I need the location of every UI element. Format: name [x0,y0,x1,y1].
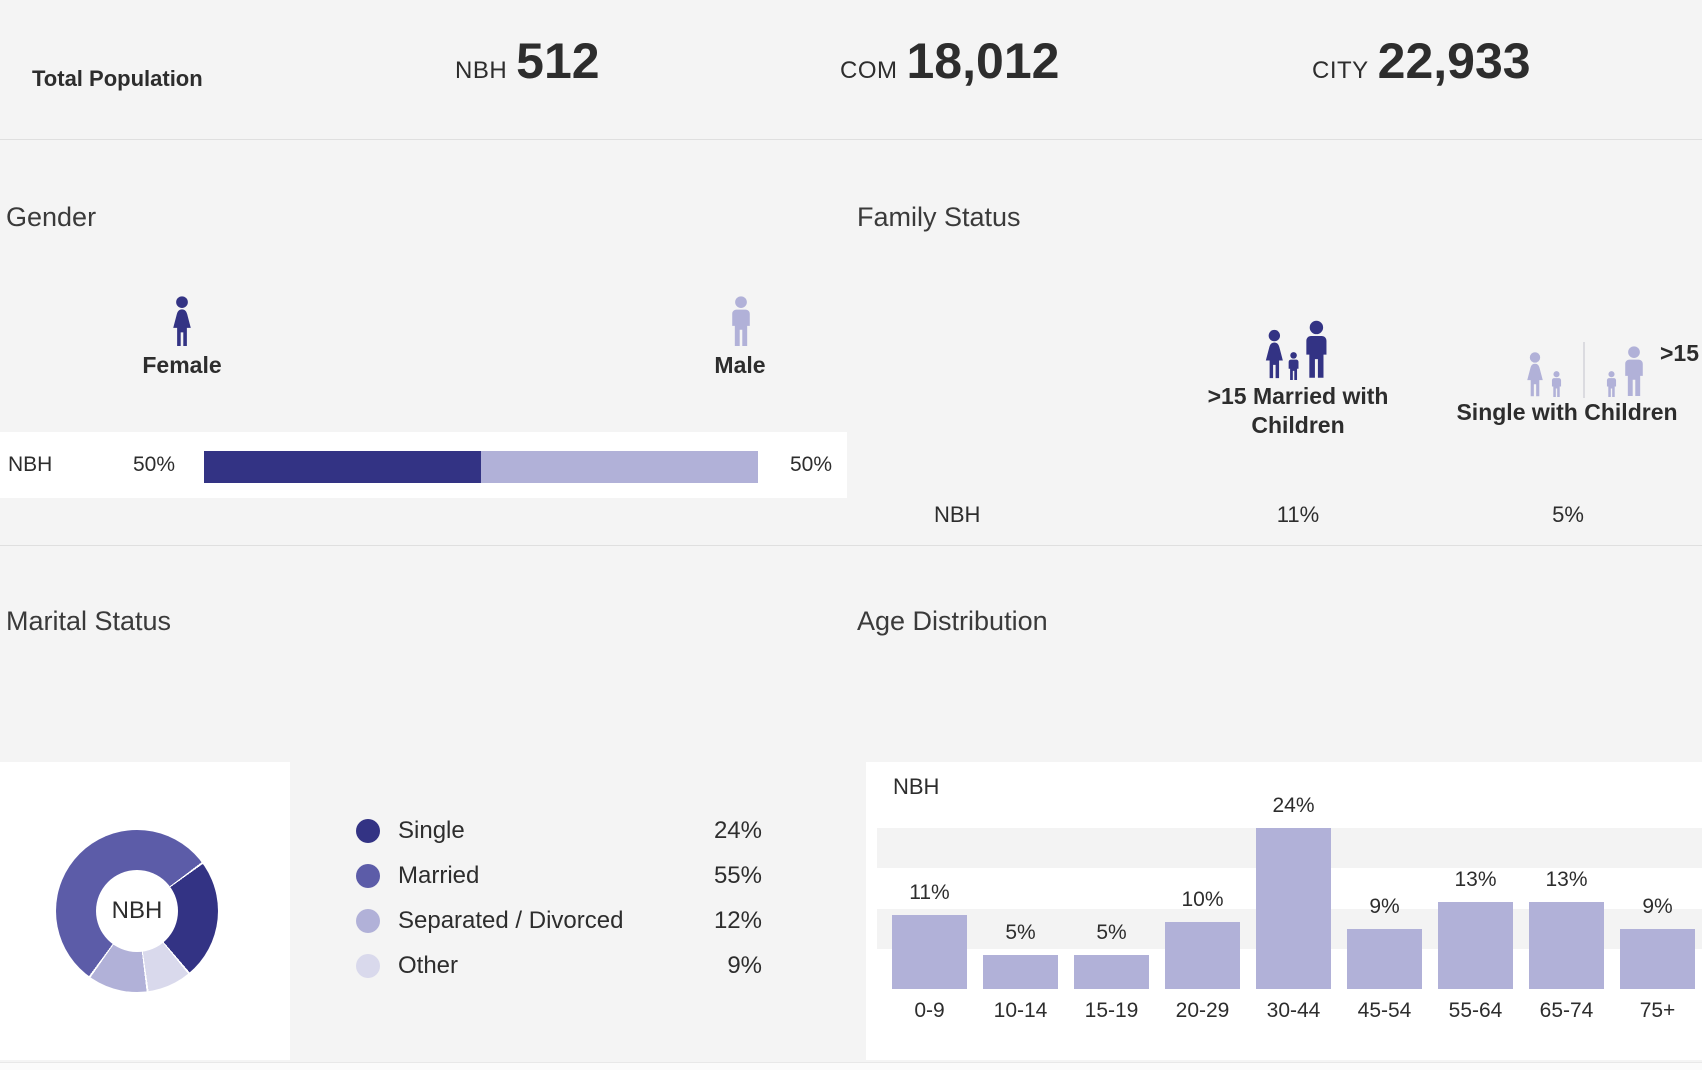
total-population-header: Total Population NBH 512 COM 18,012 CITY… [0,0,1702,140]
married-with-children-label: >15 Married with Children [1207,383,1389,438]
age-category-label: 0-9 [914,999,945,1022]
stat-com-value: 18,012 [906,33,1060,89]
legend-value: 24% [713,816,762,844]
legend-value: 9% [727,951,762,979]
age-bar-30-44 [1256,828,1331,989]
married-with-children-icon [1265,320,1327,380]
legend-item-married: Married 55% [356,853,762,898]
section-divider [0,545,1702,546]
marital-status-section-title: Marital Status [6,606,172,636]
gender-male-pct: 50% [790,453,833,476]
age-value-label: 5% [1005,921,1036,944]
age-value-label: 24% [1272,794,1315,817]
age-distribution-card: NBH 11% 0-9 5% 10-14 5% 15-19 10% 20-29 24% 30-44… [866,762,1702,1060]
gt15-annotation: >15 [1660,340,1700,366]
age-category-label: 30-44 [1266,999,1321,1022]
single-with-children-value: 5% [1552,502,1584,527]
age-category-label: 55-64 [1448,999,1503,1022]
family-row-label: NBH [934,502,981,527]
single-with-children-icon [1524,340,1646,398]
stat-nbh-value: 512 [516,33,600,89]
age-distribution-section-title: Age Distribution [857,606,1048,636]
male-label: Male [714,352,766,378]
legend-item-other: Other 9% [356,943,762,988]
age-category-label: 45-54 [1357,999,1412,1022]
age-value-label: 11% [909,881,950,904]
legend-label: Other [398,951,459,979]
age-bar-45-54 [1347,929,1422,989]
female-icon [173,296,191,347]
age-value-label: 10% [1181,888,1224,911]
family-status-section-title: Family Status [857,202,1021,232]
gender-bar-female [204,451,481,483]
female-label: Female [142,352,222,378]
age-series-label: NBH [893,774,940,799]
gender-female-pct: 50% [132,453,175,476]
legend-label: Separated / Divorced [398,906,624,934]
legend-dot [356,818,380,843]
legend-item-single: Single 24% [356,808,762,853]
age-value-label: 5% [1096,921,1127,944]
age-bar-15-19 [1074,955,1149,989]
age-bar-20-29 [1165,922,1240,989]
stat-nbh: NBH 512 [455,34,600,89]
single-with-children-label: Single with Children [1456,399,1678,425]
age-category-label: 20-29 [1175,999,1230,1022]
age-bar-75+ [1620,929,1695,989]
child-icon [1606,371,1617,397]
marital-status-legend: Single 24% Married 55% Separated / Divorced 1… [356,808,762,988]
total-population-label: Total Population [32,66,203,91]
age-value-label: 9% [1369,895,1400,918]
age-value-label: 13% [1454,868,1497,891]
legend-value: 55% [713,861,762,889]
stat-city-value: 22,933 [1377,33,1531,89]
age-category-label: 10-14 [993,999,1048,1022]
age-bar-55-64 [1438,902,1513,989]
male-icon [732,296,750,347]
marital-status-donut-chart: NBH [56,830,218,992]
legend-dot [356,908,380,933]
gender-nbh-row: NBH 50% 50% [0,432,847,498]
gender-bar-male [481,451,758,483]
single-mother-icon [1527,352,1543,397]
donut-center-label: NBH [96,870,178,952]
bottom-strip [0,1062,1702,1070]
gender-section-title: Gender [6,202,97,232]
stat-com-label: COM [840,57,898,84]
stat-com: COM 18,012 [840,34,1059,89]
legend-dot [356,863,380,888]
child-icon [1551,371,1562,397]
gender-row-label: NBH [8,453,53,476]
legend-label: Married [398,861,480,889]
age-distribution-chart: 11% 0-9 5% 10-14 5% 15-19 10% 20-29 24% 30-44 9% 45… [866,762,1702,1060]
legend-label: Single [398,816,465,844]
married-with-children-value: 11% [1276,502,1320,527]
stat-city-label: CITY [1312,57,1369,84]
age-bar-10-14 [983,955,1058,989]
gender-bar [204,451,758,483]
icon-divider [1583,342,1585,398]
marital-status-card: NBH [0,762,290,1060]
single-father-icon [1625,346,1643,397]
stat-city: CITY 22,933 [1312,34,1531,89]
age-value-label: 9% [1642,895,1673,918]
legend-value: 12% [713,906,762,934]
age-bar-65-74 [1529,902,1604,989]
age-category-label: 75+ [1639,999,1676,1022]
age-bar-0-9 [892,915,967,989]
legend-dot [356,953,380,978]
legend-item-separated-divorced: Separated / Divorced 12% [356,898,762,943]
stat-nbh-label: NBH [455,57,508,84]
age-value-label: 13% [1545,868,1588,891]
age-category-label: 65-74 [1539,999,1594,1022]
age-category-label: 15-19 [1084,999,1139,1022]
